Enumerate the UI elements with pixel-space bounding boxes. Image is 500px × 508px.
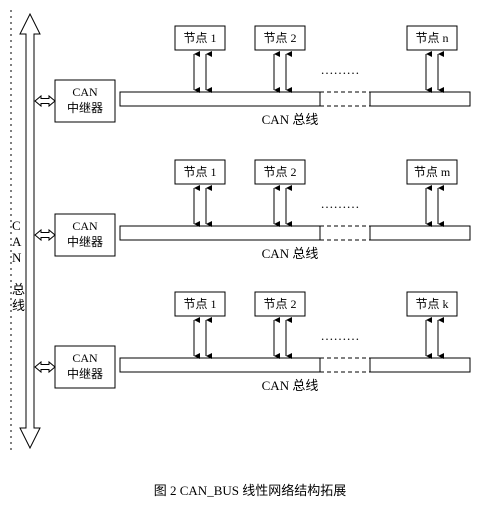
repeater-label-2: 中继器: [67, 100, 103, 115]
bus-row-0: 节点 1 节点 2 节点 n ……… CAN 总线 CAN中继器: [55, 26, 470, 127]
repeater-label-2: 中继器: [67, 234, 103, 249]
bus-segment: [370, 92, 470, 106]
bus-segment: [120, 358, 320, 372]
repeater-label-2: 中继器: [67, 366, 103, 381]
node-label: 节点 1: [183, 297, 216, 311]
node-label: 节点 1: [183, 31, 216, 45]
repeater-label-1: CAN: [72, 351, 98, 365]
node-label: 节点 2: [263, 165, 296, 179]
node-label: 节点 k: [415, 297, 448, 311]
backbone-label: CAN 总线: [12, 218, 25, 313]
bus-segment: [370, 358, 470, 372]
backbone-repeater-connector: [35, 96, 55, 106]
bus-row-2: 节点 1 节点 2 节点 k ……… CAN 总线 CAN中继器: [55, 292, 470, 393]
bus-segment: [370, 226, 470, 240]
repeater-label-1: CAN: [72, 85, 98, 99]
backbone-repeater-connector: [35, 362, 55, 372]
bus-label: CAN 总线: [262, 112, 319, 127]
bus-label: CAN 总线: [262, 246, 319, 261]
bus-segment: [120, 226, 320, 240]
bus-row-1: 节点 1 节点 2 节点 m ……… CAN 总线 CAN中继器: [55, 160, 470, 261]
ellipsis: ………: [321, 196, 360, 211]
node-label: 节点 1: [183, 165, 216, 179]
node-label: 节点 2: [263, 31, 296, 45]
node-label: 节点 n: [415, 31, 448, 45]
bus-label: CAN 总线: [262, 378, 319, 393]
node-label: 节点 m: [414, 165, 451, 179]
backbone-repeater-connector: [35, 230, 55, 240]
figure-caption: 图 2 CAN_BUS 线性网络结构拓展: [154, 483, 347, 498]
ellipsis: ………: [321, 328, 360, 343]
can-bus-topology-diagram: CAN 总线节点 1节点 2节点 n………CAN 总线CAN中继器节点 1节点 …: [0, 0, 500, 508]
ellipsis: ………: [321, 62, 360, 77]
backbone-double-arrow: [20, 14, 40, 448]
repeater-label-1: CAN: [72, 219, 98, 233]
node-label: 节点 2: [263, 297, 296, 311]
bus-segment: [120, 92, 320, 106]
